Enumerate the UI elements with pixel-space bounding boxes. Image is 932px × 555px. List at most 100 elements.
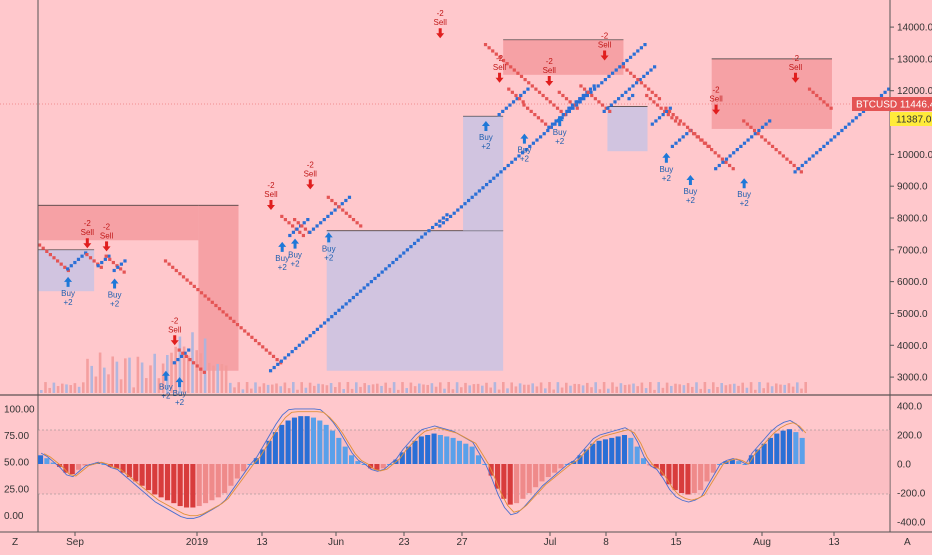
volume-bar [741,382,744,393]
osc-bar [710,464,716,473]
renko-down-brick [300,224,304,228]
volume-bar [376,383,379,393]
renko-up-brick [373,276,377,281]
volume-bar [665,382,669,393]
renko-up-brick [724,157,729,161]
renko-down-brick [246,332,250,336]
volume-bar [728,384,732,393]
renko-down-brick [174,268,178,273]
osc-bar [609,437,615,464]
renko-down-brick [692,132,696,136]
renko-down-brick [770,144,775,148]
renko-up-brick [376,273,381,277]
volume-bar [384,382,387,393]
volume-bar [544,388,547,393]
renko-down-brick [530,84,534,88]
renko-down-brick [118,267,123,271]
osc-bar [425,435,431,464]
renko-up-brick [438,224,442,228]
osc-bar [126,464,132,478]
renko-up-brick [344,302,348,306]
volume-bar [439,382,442,393]
renko-up-brick [351,295,355,300]
renko-up-brick [326,214,330,218]
volume-bar [712,382,715,393]
volume-bar [338,382,341,393]
volume-bar [443,388,446,393]
volume-bar [136,356,140,393]
volume-bar [670,385,673,393]
renko-down-brick [636,78,640,82]
volume-bar [531,383,534,393]
sell-arrow [712,104,721,115]
osc-right-tick-label: -400.0 [897,518,926,529]
sell-size: -2 [496,54,504,63]
volume-bar [208,362,211,393]
volume-bar [485,382,488,393]
sell-size: -2 [84,219,92,228]
renko-up-brick [279,359,283,363]
osc-bar [158,464,164,498]
volume-bar [460,387,463,393]
osc-bar [514,464,520,504]
volume-bar [623,384,627,393]
renko-up-brick [459,205,463,209]
renko-up-brick [499,170,503,174]
renko-down-brick [555,106,560,110]
renko-down-brick [59,262,63,266]
renko-up-brick [76,257,81,261]
renko-up-brick [550,122,555,126]
volume-bar [447,382,450,393]
renko-down-brick [333,202,338,206]
osc-bar [552,464,558,473]
osc-bar [545,464,551,478]
volume-bar [140,362,144,393]
renko-up-brick [319,221,323,225]
volume-bar [94,376,98,393]
renko-up-brick [887,87,891,91]
osc-bar [50,462,56,464]
volume-bar [346,382,350,393]
renko-down-brick [818,97,822,101]
renko-down-brick [720,157,725,161]
volume-bar [161,363,165,393]
renko-up-brick [394,257,399,261]
osc-bar [672,464,678,491]
renko-up-brick [337,308,341,312]
renko-down-brick [540,119,544,123]
volume-bar [502,382,505,393]
renko-up-brick [290,350,294,354]
renko-up-brick [638,78,642,82]
osc-bar [596,440,602,464]
renko-up-brick [645,71,650,75]
renko-down-brick [533,113,537,117]
volume-bar [577,384,581,393]
renko-down-brick [527,81,531,85]
renko-up-brick [592,87,597,91]
renko-down-brick [663,109,667,113]
renko-up-brick [333,208,337,212]
volume-bar [481,385,484,393]
volume-bar [636,386,639,393]
volume-bar [304,387,308,393]
osc-bar [190,464,196,508]
volume-bar [535,386,539,393]
renko-down-brick [537,90,542,94]
renko-down-brick [214,303,218,308]
renko-down-brick [579,84,583,88]
volume-bar [615,386,618,393]
volume-bar [796,382,799,393]
renko-down-brick [625,68,629,72]
renko-down-brick [557,90,561,94]
volume-bar [640,382,644,393]
renko-up-brick [497,113,501,117]
osc-bar [729,459,735,464]
renko-down-brick [232,319,236,323]
marker-tag-label: 11387.0 [896,115,932,126]
volume-bar [434,386,438,393]
osc-bar [279,424,285,464]
zone-blue [326,230,504,371]
renko-down-brick [41,246,45,250]
renko-up-brick [582,97,586,101]
